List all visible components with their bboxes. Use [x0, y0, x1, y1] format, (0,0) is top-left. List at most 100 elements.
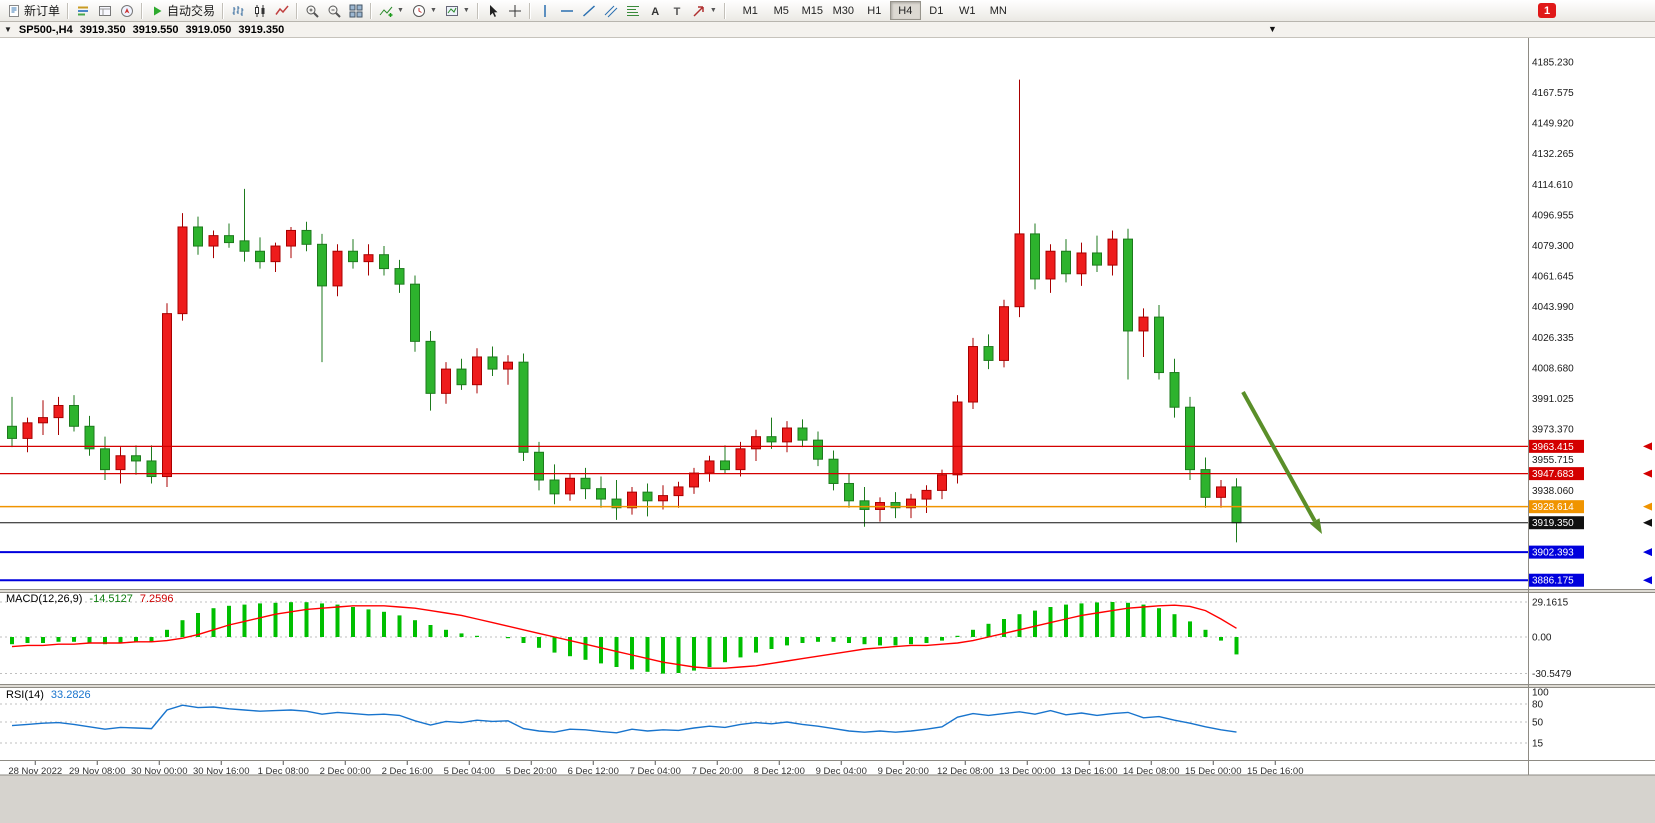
horizontal-line-tool-button[interactable] [556, 0, 578, 21]
svg-text:5 Dec 04:00: 5 Dec 04:00 [444, 766, 495, 777]
timeframe-button-d1[interactable]: D1 [929, 4, 944, 17]
svg-text:28 Nov 2022: 28 Nov 2022 [8, 766, 62, 777]
chart-menu-arrow[interactable]: ▼ [1268, 24, 1277, 34]
periods-button[interactable]: ▼ [408, 0, 441, 21]
svg-text:4043.990: 4043.990 [1532, 302, 1574, 313]
timeframe-button-w1[interactable]: W1 [959, 4, 976, 17]
toolbar-separator [370, 2, 373, 19]
svg-text:29 Nov 08:00: 29 Nov 08:00 [69, 766, 126, 777]
ohlc-low: 3919.050 [185, 23, 232, 36]
line-chart-icon [275, 4, 289, 18]
label-tool-button[interactable]: T [666, 0, 688, 21]
svg-text:7 Dec 20:00: 7 Dec 20:00 [692, 766, 743, 777]
zoom-in-button[interactable] [301, 0, 323, 21]
horizontal-level-line[interactable]: 3947.683 [0, 467, 1652, 481]
navigator-button[interactable] [116, 0, 138, 21]
svg-text:3886.175: 3886.175 [1532, 576, 1574, 587]
arrows-tool-button[interactable]: ▼ [688, 0, 721, 21]
svg-text:29.1615: 29.1615 [1532, 598, 1569, 609]
fibonacci-icon [626, 4, 640, 18]
macd-main-value: -14.5127 [89, 593, 133, 605]
svg-text:13 Dec 00:00: 13 Dec 00:00 [999, 766, 1056, 777]
timeframe-button-m1[interactable]: M1 [742, 4, 758, 17]
new-order-label: 新订单 [24, 4, 61, 18]
timeframe-button-m15[interactable]: M15 [801, 4, 823, 17]
timeframe-button-h4[interactable]: H4 [889, 1, 921, 20]
time-axis[interactable]: 28 Nov 2022 29 Nov 08:00 30 Nov 00:00 30 No… [8, 761, 1304, 777]
text-tool-button[interactable]: A [644, 0, 666, 21]
dropdown-caret: ▼ [397, 7, 404, 14]
zoom-out-icon [327, 4, 341, 18]
horizontal-level-line[interactable]: 3902.393 [0, 545, 1652, 559]
cursor-icon [486, 4, 500, 18]
cursor-button[interactable] [482, 0, 504, 21]
svg-text:0.00: 0.00 [1532, 633, 1552, 644]
svg-text:-30.5479: -30.5479 [1532, 669, 1572, 680]
svg-text:15: 15 [1532, 739, 1544, 750]
chart-area[interactable]: 4185.230 4167.575 4149.920 4132.265 4114.610… [0, 38, 1655, 823]
tile-windows-icon [349, 4, 363, 18]
svg-text:4132.265: 4132.265 [1532, 149, 1574, 160]
bar-chart-mode-button[interactable] [227, 0, 249, 21]
timeframe-button-m5[interactable]: M5 [773, 4, 789, 17]
dropdown-caret: ▼ [462, 7, 470, 14]
zoom-out-button[interactable] [323, 0, 345, 21]
indicators-button[interactable]: ▼ [375, 0, 408, 21]
svg-text:3938.060: 3938.060 [1532, 486, 1574, 497]
svg-text:4026.335: 4026.335 [1532, 333, 1574, 344]
timeframe-button-m30[interactable]: M30 [832, 4, 854, 17]
timeframe-button-h1[interactable]: H1 [867, 4, 882, 17]
one-click-trading-arrow[interactable]: ▼ [4, 25, 12, 34]
market-watch-icon [76, 4, 90, 18]
data-window-button[interactable] [94, 0, 116, 21]
svg-text:1 Dec 08:00: 1 Dec 08:00 [258, 766, 309, 777]
svg-text:4008.680: 4008.680 [1532, 363, 1574, 374]
new-order-icon [7, 4, 21, 18]
svg-text:4079.300: 4079.300 [1532, 241, 1574, 252]
notification-badge[interactable]: 1 [1538, 3, 1556, 18]
horizontal-level-line[interactable]: 3928.614 [0, 500, 1652, 514]
tile-windows-button[interactable] [345, 0, 367, 21]
svg-text:4185.230: 4185.230 [1532, 57, 1574, 68]
svg-text:9 Dec 04:00: 9 Dec 04:00 [816, 766, 867, 777]
bid-price-line[interactable]: 3919.350 [0, 516, 1652, 530]
vertical-line-tool-button[interactable] [534, 0, 556, 21]
ohlc-open: 3919.350 [79, 23, 126, 36]
price-axis[interactable]: 4185.230 4167.575 4149.920 4132.265 4114.610… [1532, 57, 1574, 496]
candlestick-icon [253, 4, 267, 18]
market-watch-button[interactable] [72, 0, 94, 21]
rsi-name: RSI(14) [6, 689, 44, 701]
trendline-icon [582, 4, 596, 18]
toolbar-separator [296, 2, 299, 19]
vertical-line-icon [538, 4, 552, 18]
pane-separators[interactable] [0, 38, 1655, 775]
candlestick-mode-button[interactable] [249, 0, 271, 21]
data-window-icon [98, 4, 112, 18]
svg-text:4096.955: 4096.955 [1532, 210, 1574, 221]
main-toolbar: 新订单 自动交易 ▼ ▼ ▼ A T ▼ M1 M5 M15 M30 H1 H4 D1 W1 M… [0, 0, 1655, 22]
chart-symbol-period: SP500-,H4 [18, 23, 73, 36]
svg-text:4149.920: 4149.920 [1532, 119, 1574, 130]
auto-trading-button[interactable]: 自动交易 [146, 0, 219, 21]
macd-panel-label: MACD(12,26,9) -14.5127 7.2596 [6, 593, 174, 605]
new-order-button[interactable]: 新订单 [3, 0, 64, 21]
svg-text:15 Dec 16:00: 15 Dec 16:00 [1247, 766, 1304, 777]
templates-button[interactable]: ▼ [441, 0, 474, 21]
timeframe-button-mn[interactable]: MN [989, 4, 1007, 17]
trendline-tool-button[interactable] [578, 0, 600, 21]
svg-text:5 Dec 20:00: 5 Dec 20:00 [506, 766, 557, 777]
crosshair-button[interactable] [504, 0, 526, 21]
chart-background [0, 38, 1655, 775]
periods-clock-icon [412, 4, 426, 18]
line-chart-mode-button[interactable] [271, 0, 293, 21]
svg-text:2 Dec 16:00: 2 Dec 16:00 [382, 766, 433, 777]
channel-tool-button[interactable] [600, 0, 622, 21]
svg-text:50: 50 [1532, 718, 1544, 729]
trend-arrow-annotation[interactable] [1241, 391, 1322, 534]
horizontal-level-line[interactable]: 3886.175 [0, 573, 1652, 587]
templates-icon [445, 4, 459, 18]
svg-text:30 Nov 00:00: 30 Nov 00:00 [131, 766, 188, 777]
svg-text:6 Dec 12:00: 6 Dec 12:00 [568, 766, 619, 777]
fibonacci-tool-button[interactable] [622, 0, 644, 21]
svg-text:2 Dec 00:00: 2 Dec 00:00 [320, 766, 371, 777]
